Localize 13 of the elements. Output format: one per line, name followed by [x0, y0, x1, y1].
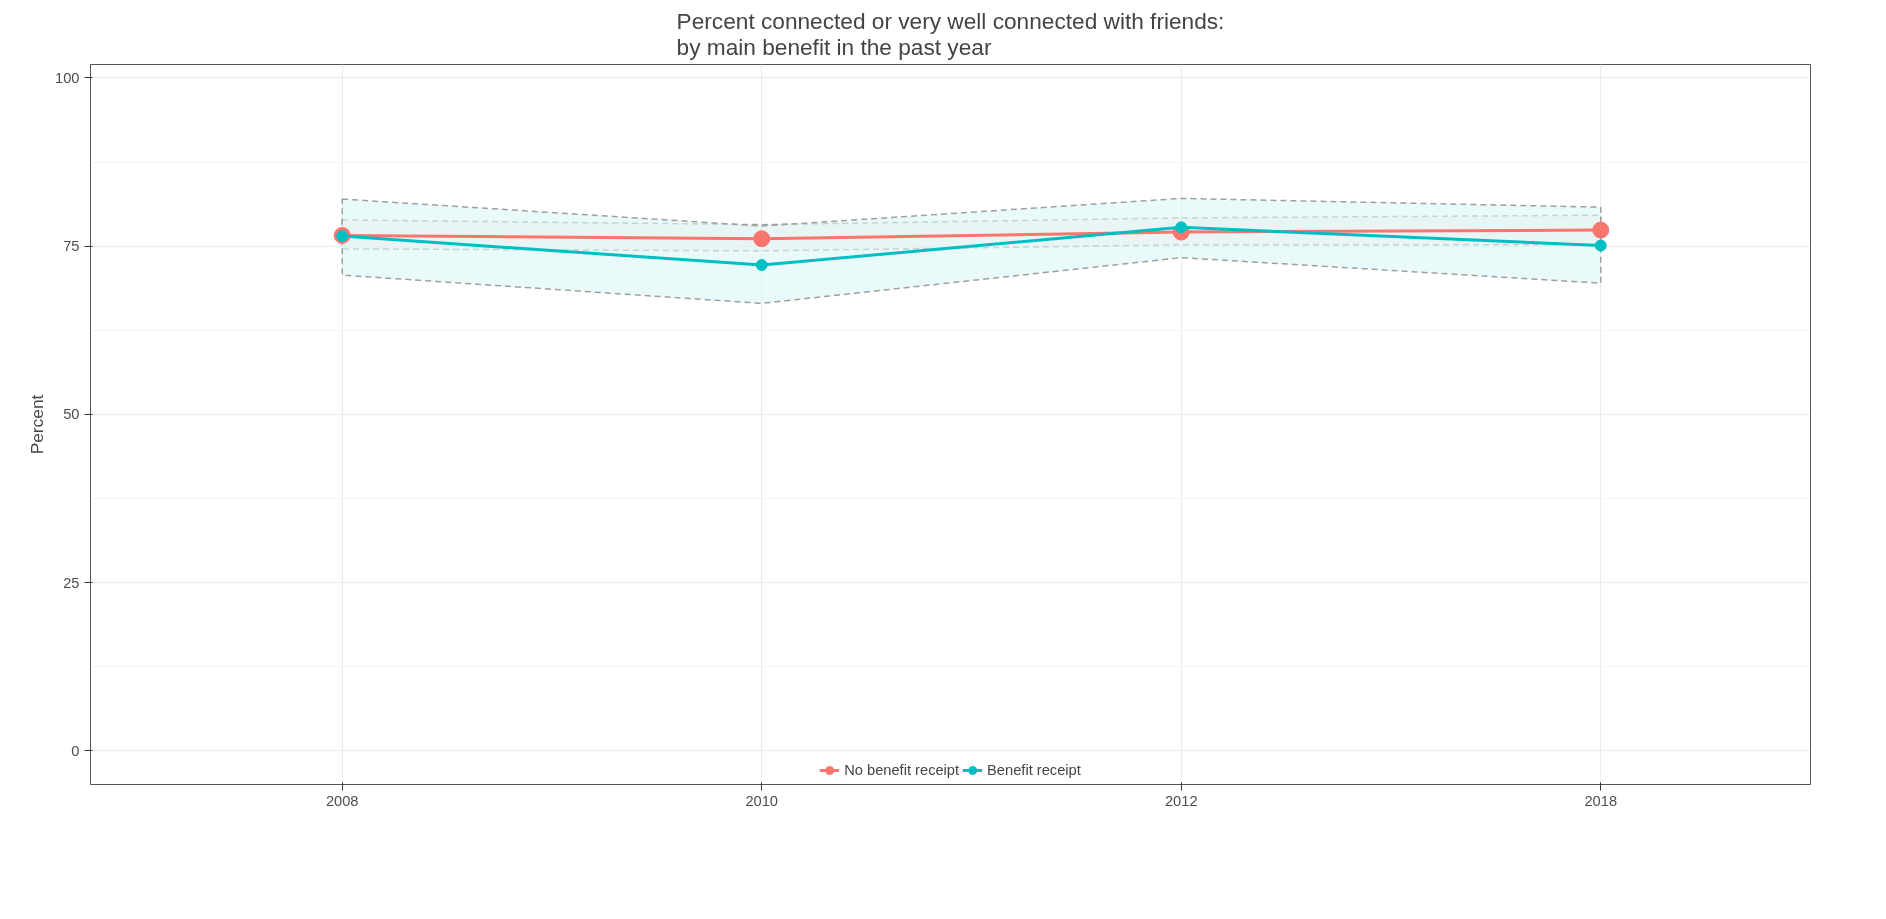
legend-label: No benefit receipt: [844, 762, 960, 778]
chart-title: Percent connected or very well connected with friends: by main benefit in the past year: [676, 7, 1225, 60]
legend-label: Benefit receipt: [987, 762, 1081, 778]
y-tick-label: 75: [63, 238, 80, 255]
x-tick-label: 2012: [1164, 792, 1198, 809]
y-tick-label: 0: [71, 742, 80, 759]
x-tick-label: 2018: [1584, 792, 1618, 809]
y-tick-label: 25: [63, 574, 80, 591]
x-tick-label: 2010: [745, 792, 779, 809]
y-axis-title: Percent: [27, 394, 48, 455]
x-tick-label: 2008: [325, 792, 359, 809]
y-tick-label: 100: [55, 69, 80, 86]
y-tick-label: 50: [63, 406, 80, 423]
